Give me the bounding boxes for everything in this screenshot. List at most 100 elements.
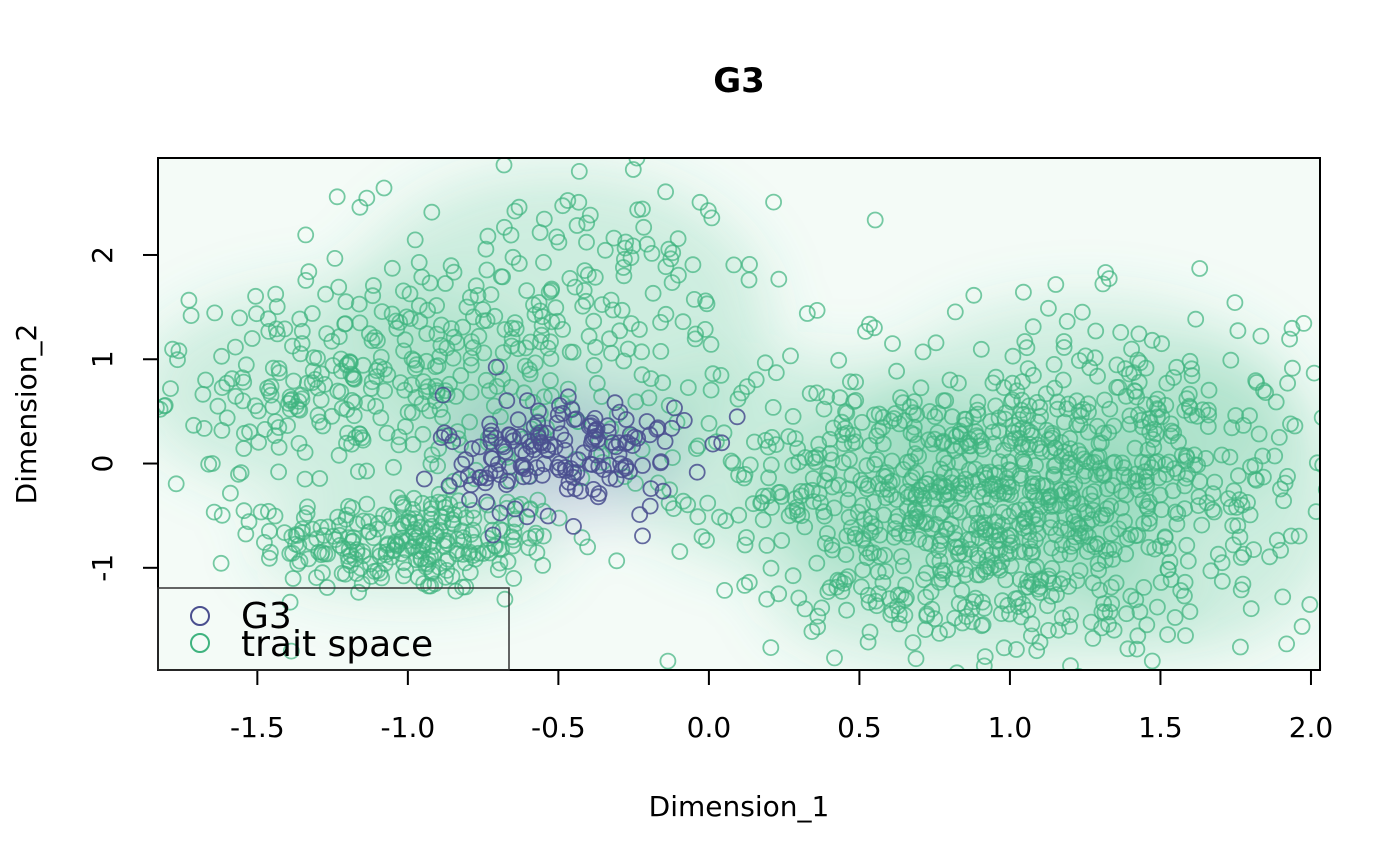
data-point [839,568,857,585]
data-point [686,330,704,348]
data-point [760,469,777,487]
data-point [1141,510,1158,527]
data-point [1045,466,1063,484]
data-point [1187,310,1205,328]
data-point [812,494,829,512]
x-tick-label: 0.0 [687,711,732,744]
y-tick-label: 2 [86,246,119,264]
data-point [860,594,878,611]
data-point [454,318,472,336]
data-point [353,429,371,447]
data-point [907,486,925,504]
data-point [899,528,917,546]
data-point [1241,407,1258,425]
data-point [935,433,953,451]
data-point [494,268,512,286]
data-point [457,451,475,469]
data-point [1084,630,1102,647]
x-tick-label: -0.5 [531,711,586,744]
legend-label-trait-space: trait space [241,624,433,665]
data-point [957,566,974,584]
data-point [987,522,1005,539]
data-point [685,290,703,308]
data-point [469,286,487,304]
data-point [1088,448,1106,466]
data-point [975,561,993,578]
data-point [1009,598,1027,615]
data-point [390,436,408,454]
data-point [837,546,855,563]
data-point [75,381,90,396]
data-point [949,664,965,670]
data-point [467,277,485,295]
legend-marker-trait-space [190,633,210,653]
data-point [1004,347,1022,365]
data-point [976,480,993,498]
data-point [1106,453,1124,471]
chart-title: G3 [713,61,765,101]
data-point [912,379,930,397]
data-point [724,454,742,472]
data-point [411,312,429,330]
data-point [838,601,855,619]
data-point [810,485,828,502]
data-point [462,356,480,374]
data-point [573,529,591,547]
data-point [1072,446,1090,464]
data-point [780,428,798,445]
x-tick-label: 1.0 [988,711,1033,744]
data-point [1023,615,1041,633]
data-point [1178,449,1196,467]
data-point [1035,488,1052,506]
data-point [504,248,522,266]
data-point [289,555,307,573]
data-point [195,419,213,437]
data-point [1159,540,1177,557]
y-tick-label: -1 [86,554,119,582]
data-point [406,359,424,377]
data-point [950,374,967,392]
data-point [1013,391,1031,409]
data-point [1239,493,1256,511]
data-point [1071,562,1089,580]
data-point [551,397,568,414]
data-point [380,507,398,525]
data-point [578,214,596,232]
data-point [1058,312,1076,330]
data-point [684,256,702,274]
data-point [1118,605,1135,623]
data-point [583,456,601,474]
data-point [373,303,391,321]
data-point [1246,470,1264,488]
data-point [976,648,994,665]
data-point [926,408,944,426]
data-point [998,469,1016,487]
data-point [351,198,369,216]
data-point [923,600,941,618]
data-point [874,408,892,426]
data-point [1209,545,1227,563]
data-point [1158,465,1175,483]
data-point [654,482,672,500]
data-point [230,465,247,483]
data-point [1177,627,1194,644]
data-point [908,406,925,424]
data-point [837,403,854,421]
data-point [326,249,344,267]
data-point [259,310,277,328]
data-point [461,491,478,509]
data-point [601,469,619,487]
data-point [999,596,1017,614]
data-point [1143,331,1161,349]
data-point [1178,536,1196,554]
data-point [883,452,901,470]
data-point [498,392,516,410]
data-point [529,491,547,509]
data-point [1328,427,1343,442]
data-point [1066,528,1084,546]
data-point [1105,541,1123,558]
data-point [702,381,720,399]
data-point [862,508,880,526]
y-axis: -1 0 1 2 [86,246,159,582]
